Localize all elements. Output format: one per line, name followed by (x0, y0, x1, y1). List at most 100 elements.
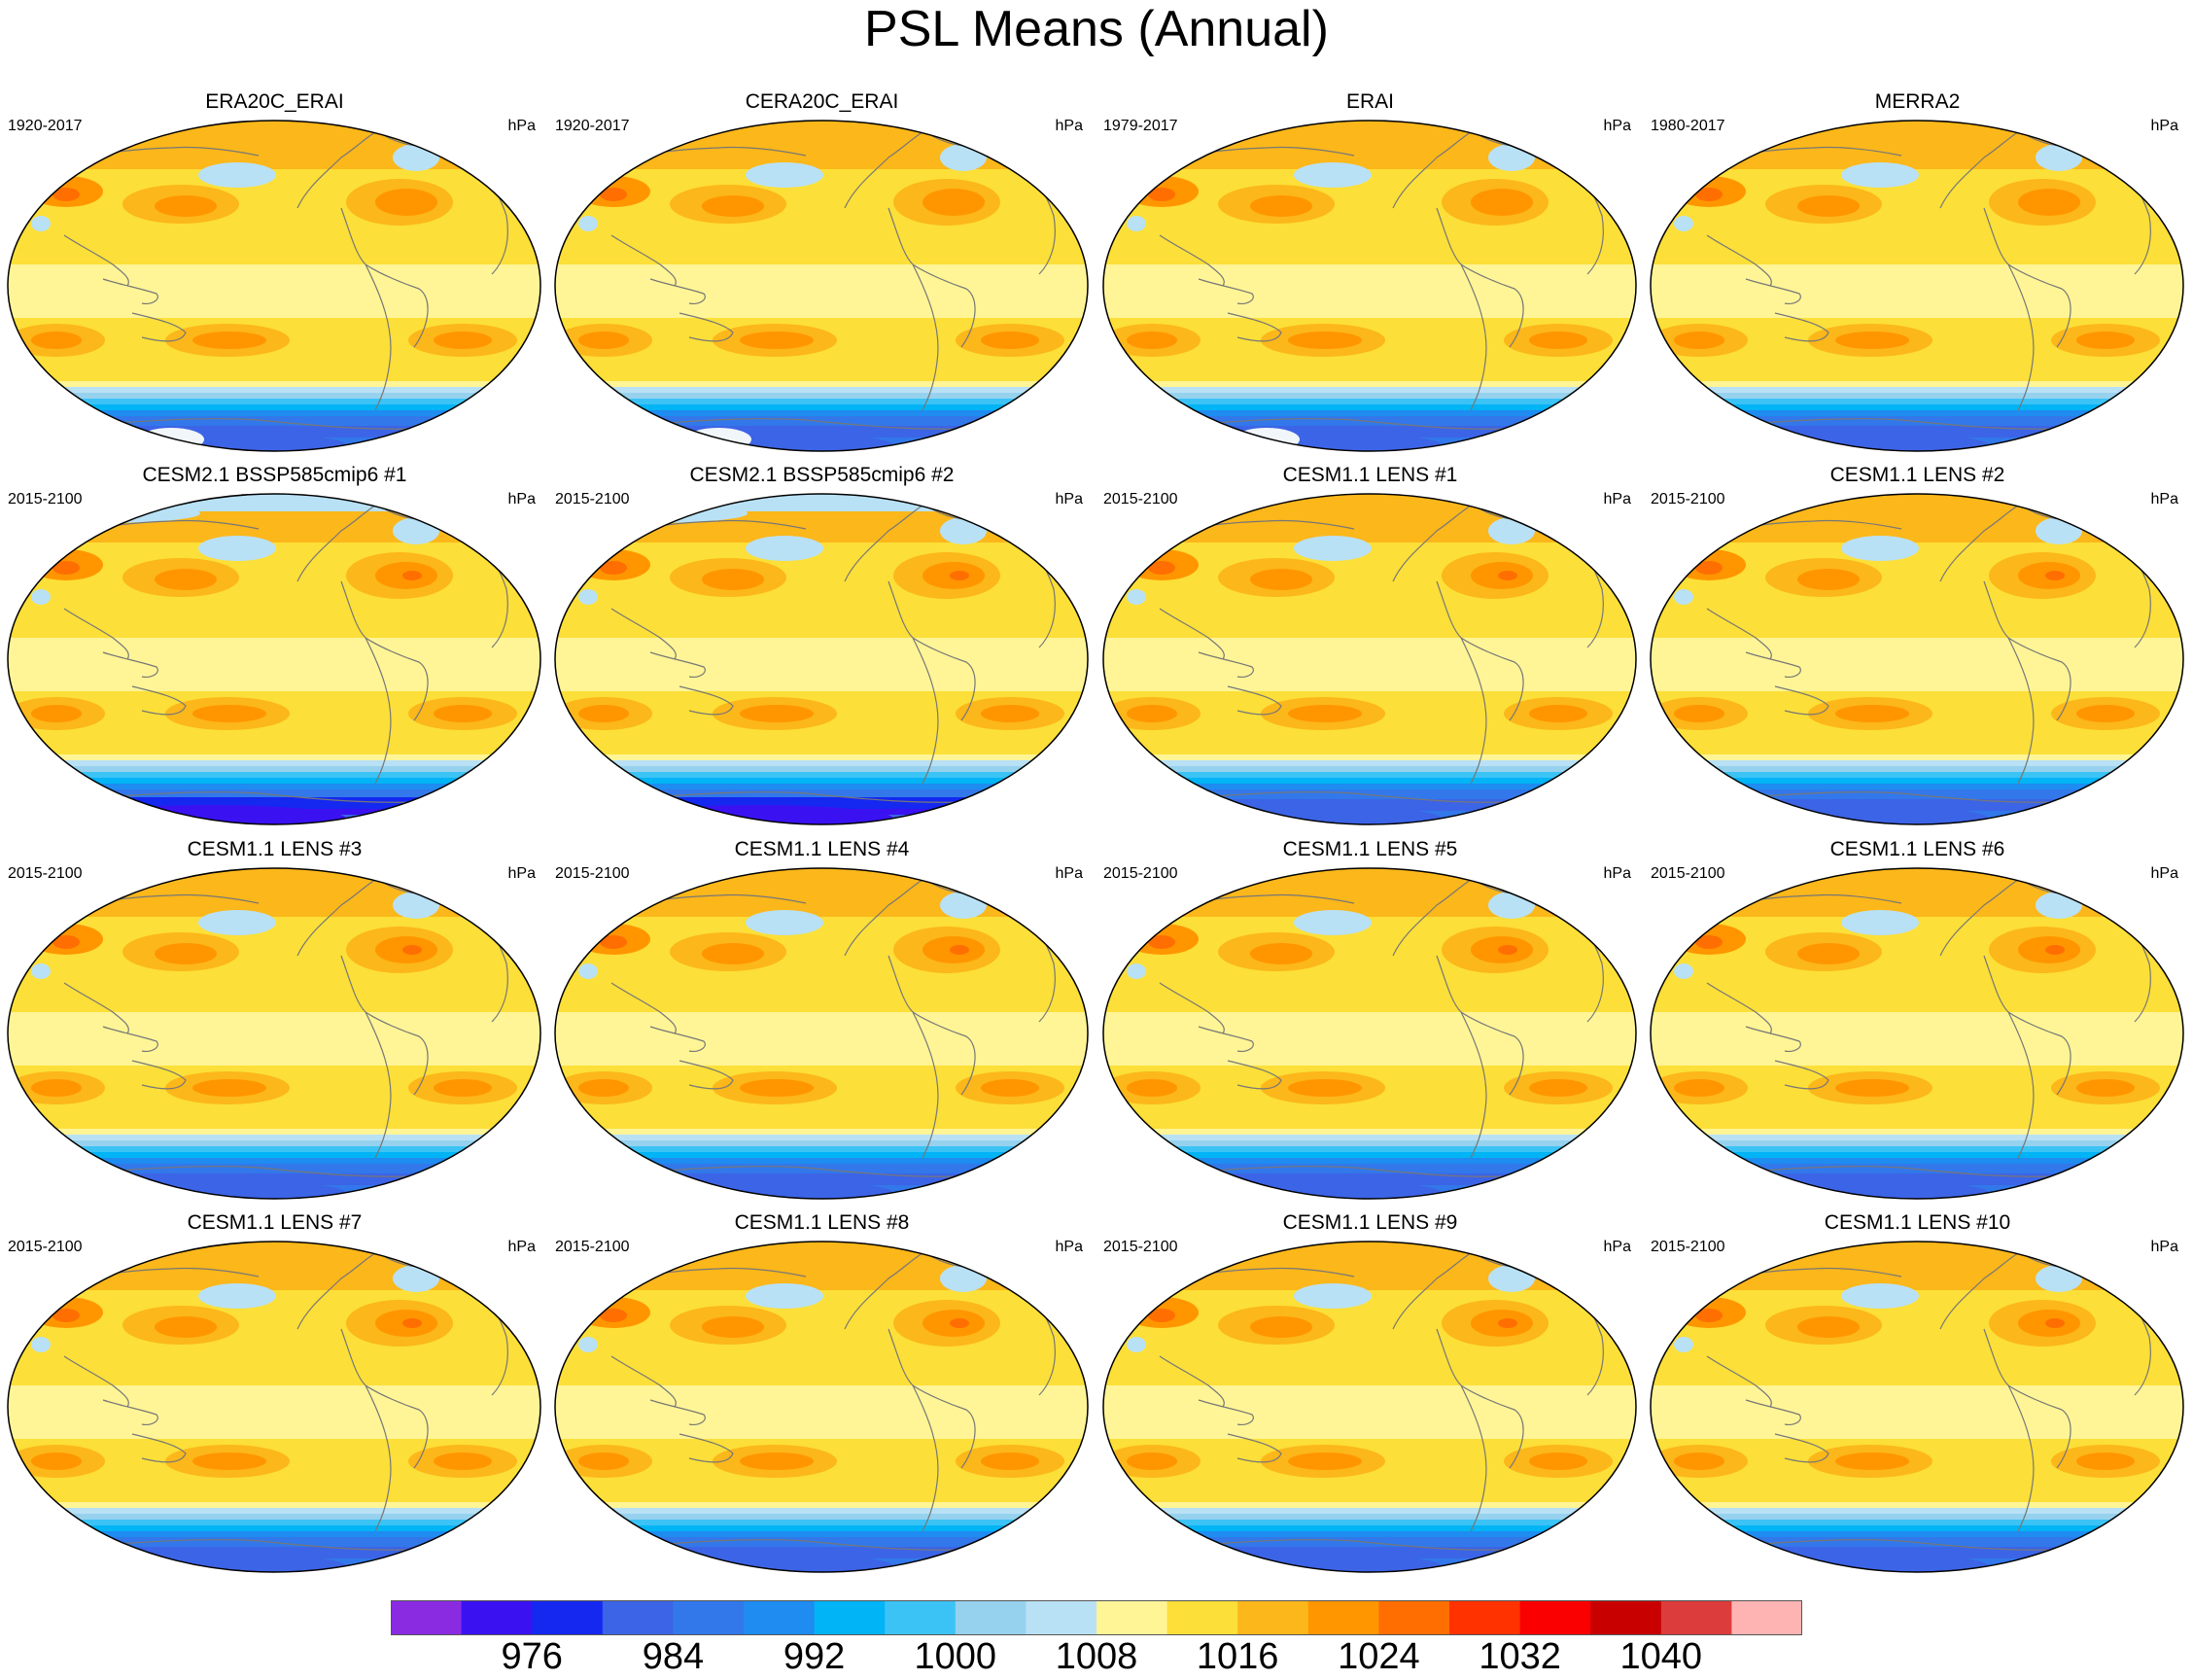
coastline (912, 1384, 976, 1469)
colorbar (391, 1600, 1802, 1635)
monsoon-low (31, 216, 51, 231)
colorbar-box (1449, 1600, 1521, 1635)
map-panel: CERA20C_ERAI 1920-2017 hPa (547, 89, 1096, 459)
coastline (679, 312, 734, 342)
southern-ocean-band (8, 381, 540, 387)
indian-high-core (31, 1452, 82, 1470)
southern-ocean-band (1651, 778, 2183, 784)
southern-ocean-band (1103, 1152, 1636, 1158)
coastline (1939, 505, 2019, 582)
psl-map (1102, 1241, 1637, 1573)
southern-ocean-band (1103, 749, 1636, 754)
coastline (1745, 1026, 1801, 1052)
icelandic-low (393, 892, 439, 919)
coastline (2007, 263, 2071, 348)
coastline (844, 505, 923, 582)
coastline (1774, 312, 1829, 342)
coastline (844, 131, 923, 209)
south-pacific-high-core (192, 1079, 266, 1097)
coastline (63, 234, 129, 287)
antarctic-plateau (79, 1560, 157, 1572)
atlantic-high-peak (402, 1318, 422, 1328)
antarctic-plateau (1174, 1560, 1252, 1572)
indian-high-core (31, 332, 82, 349)
field-nh-high (1651, 121, 2183, 169)
southern-ocean-band (555, 789, 1088, 797)
atlantic-high-core (1471, 189, 1533, 216)
atlantic-high-core (375, 189, 437, 216)
southern-ocean-band (555, 375, 1088, 381)
southern-ocean-band (8, 1496, 540, 1502)
coastline (1983, 955, 2035, 1159)
map-outline (7, 1241, 541, 1573)
pacific-high-core (702, 195, 764, 217)
antarctic-high-ice-core (148, 436, 175, 447)
south-pacific-high-core (1288, 332, 1362, 349)
coastline (340, 207, 392, 411)
icelandic-low (393, 517, 439, 544)
southern-ocean-band (1103, 387, 1636, 393)
southern-ocean-band (8, 1531, 540, 1537)
south-atlantic-high-core (1529, 1452, 1587, 1470)
icelandic-low (940, 1265, 987, 1292)
atlantic-high-peak (402, 945, 422, 955)
atlantic-high-peak (2045, 571, 2065, 580)
southern-ocean-band (555, 784, 1088, 789)
panel-title: CESM1.1 LENS #10 (1824, 1211, 2011, 1234)
southern-ocean-band (1651, 1152, 2183, 1158)
south-atlantic-high-core (2076, 1452, 2135, 1470)
atlantic-high-peak (2045, 945, 2065, 955)
colorbar-tick-label: 976 (501, 1636, 563, 1677)
southern-ocean-band (1651, 772, 2183, 778)
southern-ocean-band (8, 1146, 540, 1152)
icelandic-low (940, 892, 987, 919)
southern-ocean-band (555, 381, 1088, 387)
southern-ocean-band (1103, 1158, 1636, 1164)
coastline (610, 1355, 677, 1408)
south-pacific-high-core (1288, 705, 1362, 722)
southern-ocean-band (1651, 399, 2183, 404)
coastline (1227, 1433, 1282, 1463)
southern-ocean-band (555, 393, 1088, 399)
coastline (1774, 1060, 1829, 1090)
panel-units: hPa (1055, 118, 1083, 134)
southern-ocean-band (8, 766, 540, 772)
siberian-high-core (1695, 561, 1723, 575)
field-nh-high (555, 868, 1088, 917)
map-outline (1650, 1241, 2184, 1573)
southern-ocean-band (1651, 1502, 2183, 1508)
panel-period: 2015-2100 (555, 865, 630, 882)
coastline (1983, 207, 2035, 411)
panel-title: MERRA2 (1874, 90, 1961, 113)
pacific-high-core (1797, 1316, 1860, 1338)
colorbar-box (1096, 1600, 1168, 1635)
coastline (102, 1026, 158, 1052)
siberian-high-core (1695, 935, 1723, 949)
south-pacific-high-core (740, 332, 814, 349)
southern-ocean-band (555, 1525, 1088, 1531)
map-panel: CESM1.1 LENS #7 2015-2100 hPa (0, 1210, 549, 1580)
monsoon-low (1127, 963, 1146, 979)
colorbar-box (1237, 1600, 1309, 1635)
indian-high-core (1127, 705, 1177, 722)
colorbar-tick-label: 1016 (1196, 1636, 1279, 1677)
southern-ocean-band (1103, 1525, 1636, 1531)
coastline (365, 263, 429, 348)
psl-map (1650, 867, 2184, 1200)
monsoon-low (578, 1337, 598, 1352)
south-atlantic-high-core (434, 1452, 492, 1470)
antarctic-plateau (79, 1187, 157, 1199)
coastline (1745, 651, 1801, 678)
southern-ocean-band (1103, 1135, 1636, 1140)
coastline (679, 685, 734, 716)
field-nh-high (1103, 1242, 1636, 1290)
pacific-high-core (155, 569, 217, 590)
atlantic-high-peak (950, 571, 969, 580)
atlantic-high-peak (402, 571, 422, 580)
southern-ocean-band (1103, 404, 1636, 410)
pacific-high-core (702, 569, 764, 590)
pacific-high-core (1797, 569, 1860, 590)
map-panel: ERA20C_ERAI 1920-2017 hPa (0, 89, 549, 459)
map-panel: CESM1.1 LENS #8 2015-2100 hPa (547, 1210, 1096, 1580)
indian-high-core (1127, 1079, 1177, 1097)
